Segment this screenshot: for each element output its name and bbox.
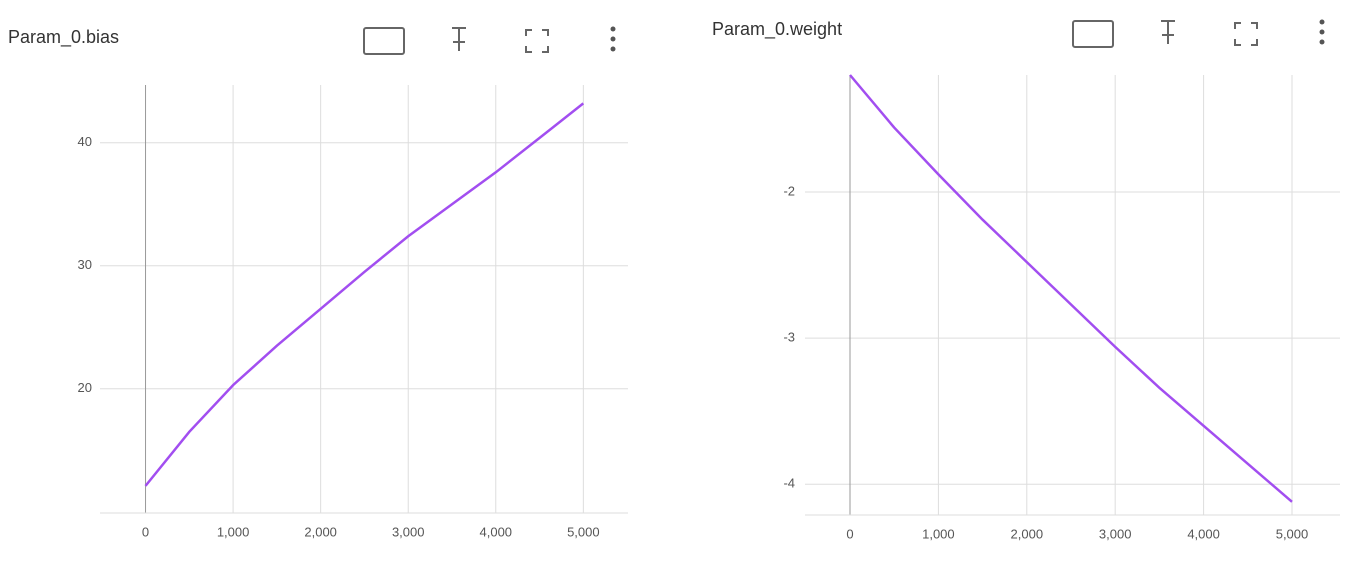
series-line — [144, 102, 585, 487]
fullscreen-icon[interactable] — [1234, 22, 1258, 46]
chart-title: Param_0.weight — [712, 19, 842, 40]
fullscreen-icon[interactable] — [525, 29, 549, 53]
x-tick-label: 3,000 — [1099, 526, 1132, 541]
x-tick-label: 3,000 — [392, 524, 425, 539]
x-tick-label: 2,000 — [304, 524, 337, 539]
data-selection-icon[interactable] — [1072, 20, 1114, 48]
data-selection-icon[interactable] — [363, 27, 405, 55]
y-tick-label: 30 — [78, 257, 92, 272]
x-tick-label: 0 — [846, 526, 853, 541]
more-icon[interactable] — [610, 26, 616, 52]
toolbar — [363, 26, 616, 55]
x-tick-label: 1,000 — [217, 524, 250, 539]
pin-icon[interactable] — [1161, 20, 1175, 44]
toolbar — [1072, 19, 1325, 48]
y-tick-label: -4 — [783, 476, 795, 491]
chart-title: Param_0.bias — [8, 27, 119, 48]
x-tick-label: 2,000 — [1011, 526, 1044, 541]
x-tick-label: 1,000 — [922, 526, 955, 541]
y-tick-label: -2 — [783, 183, 795, 198]
pin-icon[interactable] — [452, 27, 466, 51]
x-tick-label: 5,000 — [1276, 526, 1309, 541]
x-tick-label: 4,000 — [1187, 526, 1220, 541]
more-icon[interactable] — [1319, 19, 1325, 45]
y-tick-label: -3 — [783, 330, 795, 345]
x-tick-label: 0 — [142, 524, 149, 539]
x-tick-label: 4,000 — [480, 524, 513, 539]
series-line — [849, 74, 1293, 503]
x-tick-label: 5,000 — [567, 524, 600, 539]
y-tick-label: 40 — [78, 134, 92, 149]
y-tick-label: 20 — [78, 380, 92, 395]
